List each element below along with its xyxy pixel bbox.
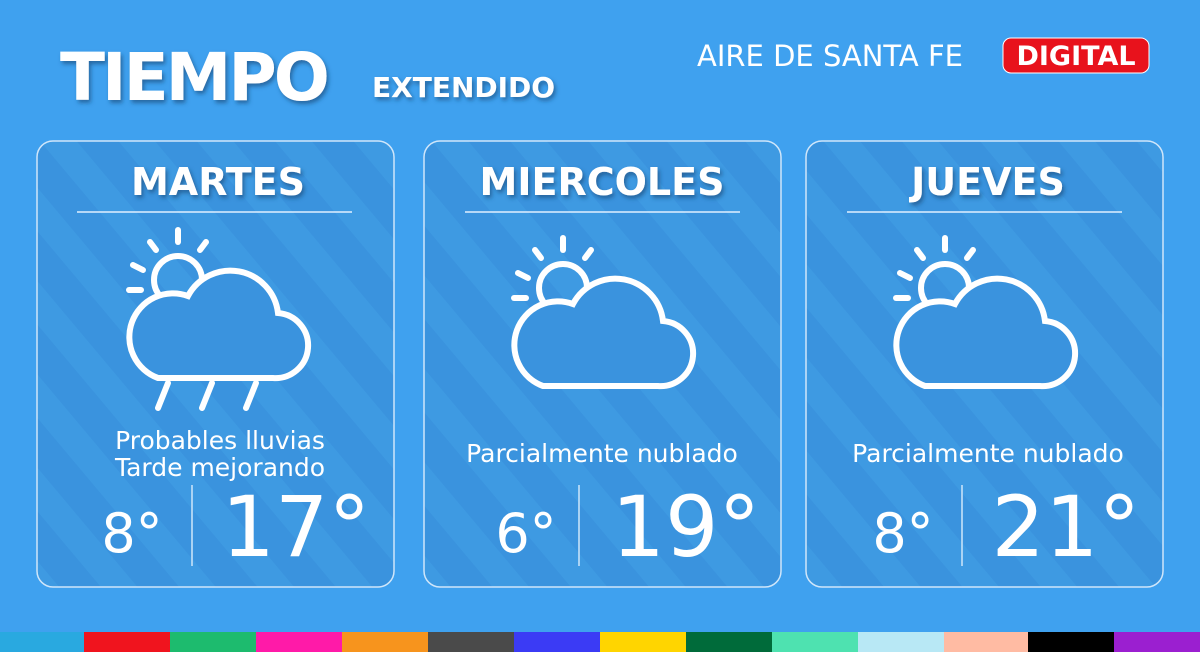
color-strip (0, 632, 1200, 652)
temp-max: 17° (222, 478, 371, 576)
day-name: MIERCOLES (480, 160, 725, 204)
badge: DIGITAL (1016, 41, 1135, 72)
subtitle: EXTENDIDO (372, 71, 555, 104)
description: Parcialmente nublado (852, 439, 1124, 468)
temp-min: 6° (495, 502, 556, 565)
description: Parcialmente nublado (466, 439, 738, 468)
day-name: JUEVES (908, 160, 1065, 204)
description: Tarde mejorando (114, 453, 325, 482)
title: TIEMPO (60, 39, 327, 116)
day-name: MARTES (131, 160, 305, 204)
temp-min: 8° (101, 502, 162, 565)
temp-max: 21° (992, 478, 1141, 576)
card: JUEVES Parcialmente nublado 8° 21° (805, 140, 1164, 588)
temp-min: 8° (872, 502, 933, 565)
card: MIERCOLES Parcialmente nublado 6° 19° (423, 140, 782, 588)
card: MARTES Probables lluvias Tarde mejorando… (36, 140, 395, 588)
badge-bg (1002, 37, 1150, 74)
description: Probables lluvias (115, 426, 325, 455)
temp-max: 19° (612, 478, 761, 576)
brand: AIRE DE SANTA FE (697, 39, 963, 73)
